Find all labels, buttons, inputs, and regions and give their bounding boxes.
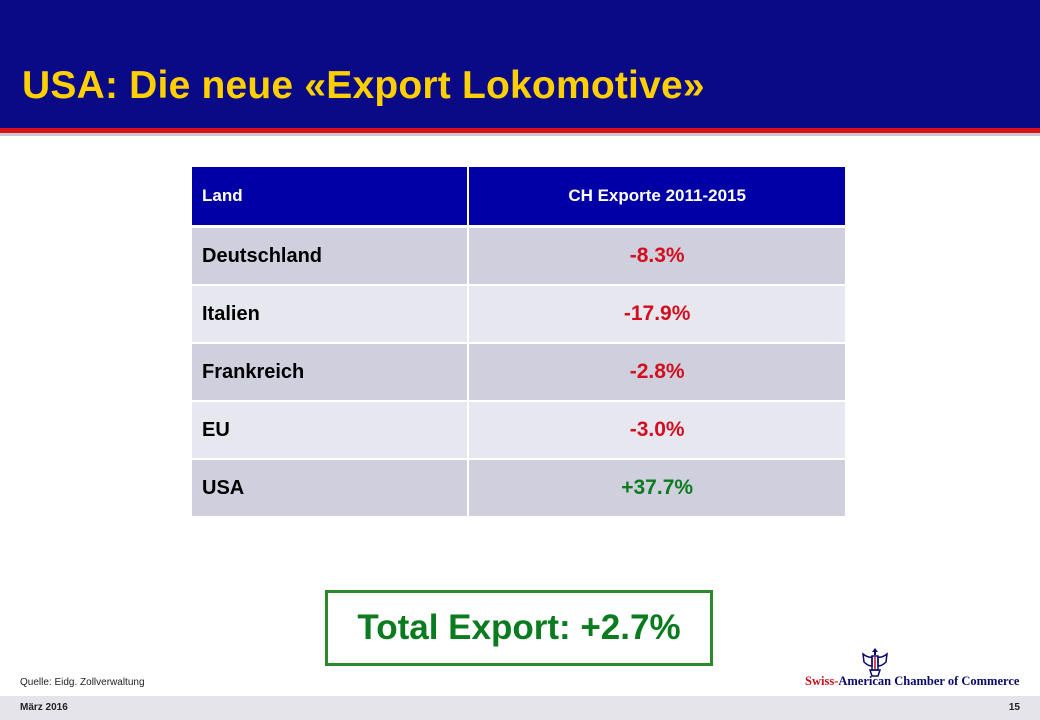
value-cell: -3.0%	[467, 401, 845, 460]
logo-wordmark: Swiss-American Chamber of Commerce	[805, 674, 1030, 689]
logo-text-red: Swiss-	[805, 674, 839, 688]
export-table: Land CH Exporte 2011-2015 Deutschland -8…	[192, 167, 845, 518]
country-cell: Italien	[192, 285, 469, 344]
table-row: Italien -17.9%	[192, 285, 845, 344]
slide-title: USA: Die neue «Export Lokomotive»	[22, 64, 705, 107]
slide-header	[0, 0, 1040, 128]
table-row: Deutschland -8.3%	[192, 226, 845, 286]
country-cell: Frankreich	[192, 343, 469, 402]
header-red-rule	[0, 128, 1040, 133]
chamber-logo: Swiss-American Chamber of Commerce	[805, 646, 1030, 688]
table-row: EU -3.0%	[192, 401, 845, 460]
slide-footer: März 2016 15	[0, 696, 1040, 720]
column-header-exports: CH Exporte 2011-2015	[467, 167, 845, 228]
country-cell: Deutschland	[192, 226, 469, 286]
table-row: Frankreich -2.8%	[192, 343, 845, 402]
country-cell: EU	[192, 401, 469, 460]
value-cell: +37.7%	[467, 459, 845, 518]
total-export-box: Total Export: +2.7%	[325, 590, 713, 666]
table-row: USA +37.7%	[192, 459, 845, 518]
table-header-row: Land CH Exporte 2011-2015	[192, 167, 845, 228]
column-header-land: Land	[192, 167, 469, 228]
header-grey-rule	[0, 133, 1040, 136]
value-cell: -17.9%	[467, 285, 845, 344]
value-cell: -2.8%	[467, 343, 845, 402]
source-note: Quelle: Eidg. Zollverwaltung	[20, 677, 145, 688]
country-cell: USA	[192, 459, 469, 518]
logo-text-blue: American Chamber of Commerce	[838, 674, 1020, 688]
eagle-crest-icon	[862, 648, 888, 677]
value-cell: -8.3%	[467, 226, 845, 286]
footer-date: März 2016	[20, 702, 68, 713]
page-number: 15	[1008, 702, 1020, 713]
total-export-text: Total Export: +2.7%	[357, 608, 681, 647]
